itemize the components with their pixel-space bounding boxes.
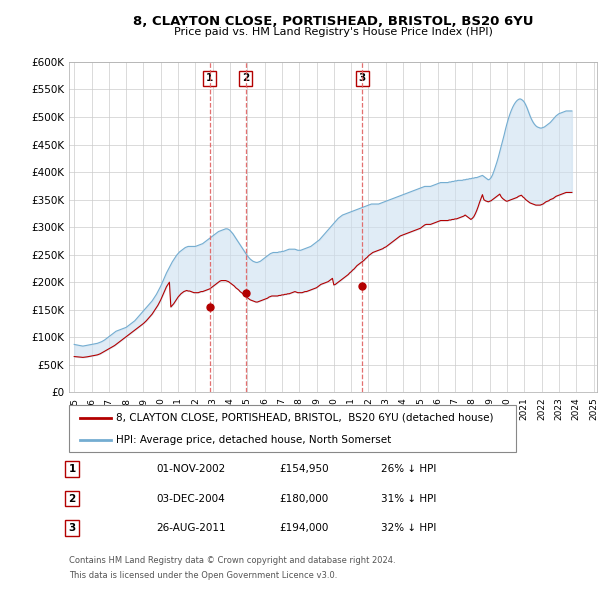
Text: 3: 3 [68,523,76,533]
Text: 8, CLAYTON CLOSE, PORTISHEAD, BRISTOL,  BS20 6YU (detached house): 8, CLAYTON CLOSE, PORTISHEAD, BRISTOL, B… [116,413,493,423]
Text: £154,950: £154,950 [279,464,329,474]
Text: 26% ↓ HPI: 26% ↓ HPI [381,464,436,474]
Text: This data is licensed under the Open Government Licence v3.0.: This data is licensed under the Open Gov… [69,571,337,580]
Text: HPI: Average price, detached house, North Somerset: HPI: Average price, detached house, Nort… [116,435,391,445]
Text: 3: 3 [359,74,366,83]
Text: 01-NOV-2002: 01-NOV-2002 [156,464,225,474]
Text: £194,000: £194,000 [279,523,328,533]
Text: 26-AUG-2011: 26-AUG-2011 [156,523,226,533]
Text: £180,000: £180,000 [279,494,328,503]
Text: 03-DEC-2004: 03-DEC-2004 [156,494,225,503]
Text: 2: 2 [68,494,76,503]
Text: 32% ↓ HPI: 32% ↓ HPI [381,523,436,533]
Text: 2: 2 [242,74,250,83]
Text: 8, CLAYTON CLOSE, PORTISHEAD, BRISTOL, BS20 6YU: 8, CLAYTON CLOSE, PORTISHEAD, BRISTOL, B… [133,15,533,28]
Text: 1: 1 [68,464,76,474]
FancyBboxPatch shape [69,405,516,452]
Text: 31% ↓ HPI: 31% ↓ HPI [381,494,436,503]
Text: Contains HM Land Registry data © Crown copyright and database right 2024.: Contains HM Land Registry data © Crown c… [69,556,395,565]
Text: Price paid vs. HM Land Registry's House Price Index (HPI): Price paid vs. HM Land Registry's House … [173,27,493,37]
Text: 1: 1 [206,74,214,83]
